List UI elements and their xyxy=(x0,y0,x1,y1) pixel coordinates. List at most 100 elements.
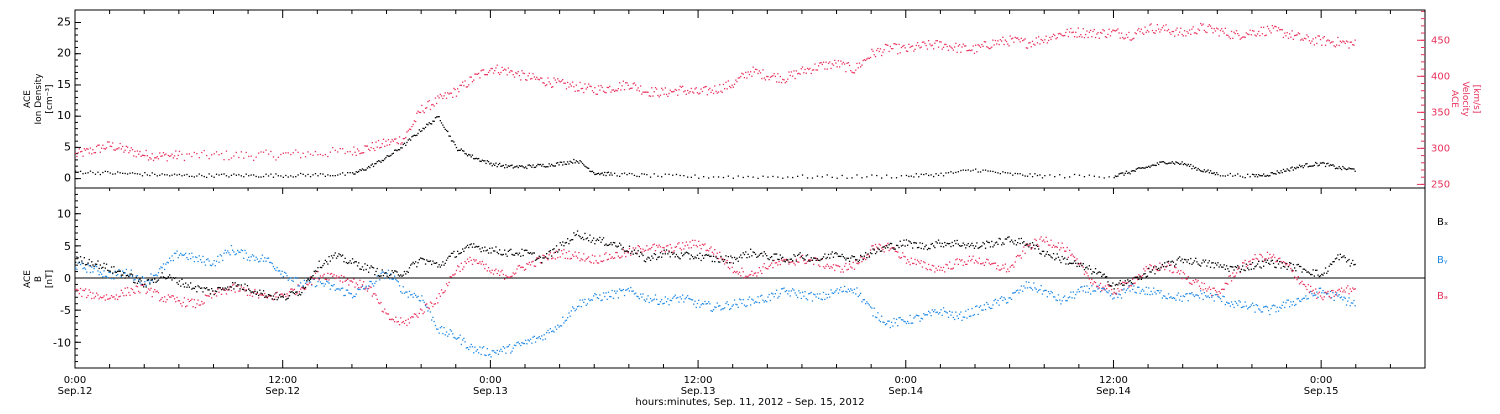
bx-series-point xyxy=(704,254,706,257)
density-series-point xyxy=(243,176,245,178)
by-series-point xyxy=(343,294,345,297)
by-series-point xyxy=(479,346,481,348)
bz-series-point xyxy=(1301,280,1303,282)
bx-series-point xyxy=(227,286,229,288)
velocity-series-point xyxy=(732,86,734,88)
by-series-point xyxy=(330,284,333,287)
bx-series-point xyxy=(632,253,634,255)
by-series-point xyxy=(999,297,1001,299)
by-series-point xyxy=(1066,300,1068,302)
density-series-point xyxy=(416,134,418,136)
bz-series-point xyxy=(1321,297,1323,299)
by-series-point xyxy=(256,258,258,260)
by-series-point xyxy=(1129,290,1131,292)
density-series-point xyxy=(1029,173,1031,175)
bx-series-point xyxy=(757,255,759,258)
bx-series-point xyxy=(1130,281,1133,284)
bx-series-point xyxy=(992,246,994,248)
bz-series-point xyxy=(1145,266,1147,268)
by-series-point xyxy=(164,268,166,271)
by-series-point xyxy=(324,283,326,285)
by-series-point xyxy=(474,346,476,348)
velocity-series-point xyxy=(842,61,844,64)
density-series-point xyxy=(1350,168,1353,170)
velocity-series-point xyxy=(1083,37,1086,39)
by-series-point xyxy=(117,273,119,276)
by-series-point xyxy=(1182,295,1184,297)
by-series-point xyxy=(1039,288,1041,291)
density-series-point xyxy=(405,144,407,146)
velocity-series-point xyxy=(735,79,737,81)
density-series-point xyxy=(436,116,438,118)
by-series-point xyxy=(471,346,474,348)
by-series-point xyxy=(422,299,424,302)
bz-series-point xyxy=(1028,244,1030,246)
velocity-series-point xyxy=(135,156,137,158)
velocity-series-point xyxy=(1349,41,1351,43)
by-series-point xyxy=(882,321,884,323)
by-series-point xyxy=(850,288,852,290)
bz-series-point xyxy=(233,283,235,285)
bz-series-point xyxy=(293,288,296,290)
bz-series-point xyxy=(1333,295,1335,297)
by-series-point xyxy=(605,292,607,294)
by-series-point xyxy=(1340,296,1343,298)
bx-series-point xyxy=(531,253,533,255)
velocity-series-point xyxy=(398,136,401,138)
density-series-point xyxy=(619,175,621,177)
velocity-series-point xyxy=(386,144,388,146)
by-series-point xyxy=(321,283,323,285)
density-series-point xyxy=(1123,174,1125,176)
bz-series-point xyxy=(978,257,980,259)
velocity-series-point xyxy=(771,75,773,78)
by-series-point xyxy=(501,350,503,353)
density-series-point xyxy=(347,172,349,174)
bz-series-point xyxy=(981,263,983,265)
bx-series-point xyxy=(230,286,233,288)
velocity-series-point xyxy=(267,153,270,155)
velocity-series-point xyxy=(1043,41,1045,44)
by-series-point xyxy=(851,289,853,291)
velocity-series-point xyxy=(1038,36,1040,38)
bx-series-point xyxy=(272,295,275,297)
velocity-series-point xyxy=(410,128,412,131)
by-series-point xyxy=(408,290,411,292)
bx-series-point xyxy=(915,242,917,244)
bz-series-point xyxy=(1019,254,1021,257)
bz-series-point xyxy=(804,262,806,265)
bz-series-point xyxy=(495,268,497,270)
bx-series-point xyxy=(1022,242,1024,244)
velocity-series-point xyxy=(1051,35,1053,38)
bz-series-point xyxy=(323,273,325,275)
by-series-point xyxy=(133,279,135,281)
bx-series-point xyxy=(317,267,319,269)
by-series-point xyxy=(937,313,940,315)
by-series-point xyxy=(99,271,101,273)
bz-series-point xyxy=(126,287,129,289)
density-series-point xyxy=(1343,167,1345,169)
velocity-series-point xyxy=(1071,31,1073,34)
bx-series-point xyxy=(863,255,865,257)
by-series-point xyxy=(564,320,566,322)
by-series-point xyxy=(672,297,674,299)
by-series-point xyxy=(1170,296,1172,298)
velocity-series-point xyxy=(934,42,936,44)
velocity-series-point xyxy=(670,91,673,93)
bx-series-point xyxy=(944,241,946,244)
density-series-point xyxy=(1203,169,1205,171)
bz-series-point xyxy=(929,268,931,270)
velocity-series-point xyxy=(1028,42,1030,44)
bx-series-point xyxy=(370,265,372,267)
density-series-point xyxy=(534,166,537,168)
velocity-series-point xyxy=(1060,33,1062,35)
bz-series-point xyxy=(1024,252,1026,254)
bx-series-point xyxy=(541,262,543,264)
velocity-series-point xyxy=(385,140,387,142)
by-series-point xyxy=(281,270,283,272)
bz-series-point xyxy=(893,247,895,249)
bz-series-point xyxy=(261,294,263,296)
velocity-series-point xyxy=(1270,32,1272,34)
bx-series-point xyxy=(547,257,549,260)
bz-series-point xyxy=(523,269,526,271)
bx-series-point xyxy=(1176,259,1178,261)
